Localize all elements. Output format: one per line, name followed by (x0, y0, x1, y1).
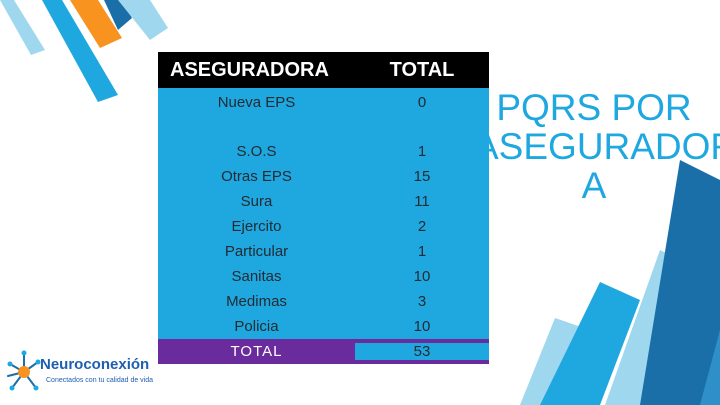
neuron-icon (7, 350, 41, 391)
row-name: S.O.S (236, 143, 277, 160)
row-total: 10 (413, 268, 431, 285)
slide-title: PQRS POR ASEGURADOR A (474, 87, 720, 206)
row-name: Ejercito (231, 218, 282, 235)
row-total: 10 (413, 318, 431, 335)
row-name: Otras EPS (221, 168, 292, 185)
total-label: TOTAL (230, 343, 283, 360)
row-name: Sura (240, 193, 273, 210)
row-total: 0 (417, 94, 427, 111)
row-name: Policia (234, 318, 279, 335)
table-row: Nueva EPS 0 (158, 88, 489, 139)
table-row: Particular 1 (158, 239, 489, 264)
table-row: Medimas 3 (158, 289, 489, 314)
table-row: Sura 11 (158, 189, 489, 214)
table-row: Sanitas 10 (158, 264, 489, 289)
logo-tagline: Conectados con tu calidad de vida (46, 377, 154, 384)
row-total: 1 (417, 143, 427, 160)
table-row: Ejercito 2 (158, 214, 489, 239)
row-total: 3 (417, 293, 427, 310)
row-name: Medimas (226, 293, 287, 310)
row-total: 11 (414, 193, 430, 210)
header-aseguradora: ASEGURADORA (170, 58, 329, 81)
row-name: Nueva EPS (217, 94, 296, 111)
table-row: S.O.S 1 (158, 139, 489, 164)
row-name: Particular (224, 243, 289, 260)
row-total: 1 (417, 243, 427, 260)
table-header: ASEGURADORA TOTAL (158, 52, 489, 88)
row-total: 2 (417, 218, 427, 235)
logo-name: Neuroconexión (40, 356, 150, 373)
table-row: Policia 10 (158, 314, 489, 339)
aseguradora-table: ASEGURADORA TOTAL Nueva EPS 0 S.O.S 1 Ot… (158, 52, 489, 364)
table-row: Otras EPS 15 (158, 164, 489, 189)
header-total: TOTAL (389, 58, 455, 81)
table-total-row: TOTAL 53 (158, 339, 489, 364)
row-total: 15 (413, 168, 431, 185)
row-name: Sanitas (231, 268, 282, 285)
neuroconexion-logo: Neuroconexión Conectados con tu calidad … (6, 348, 176, 400)
total-value: 53 (355, 343, 489, 360)
table-body: Nueva EPS 0 S.O.S 1 Otras EPS 15 Sura 11… (158, 88, 489, 364)
